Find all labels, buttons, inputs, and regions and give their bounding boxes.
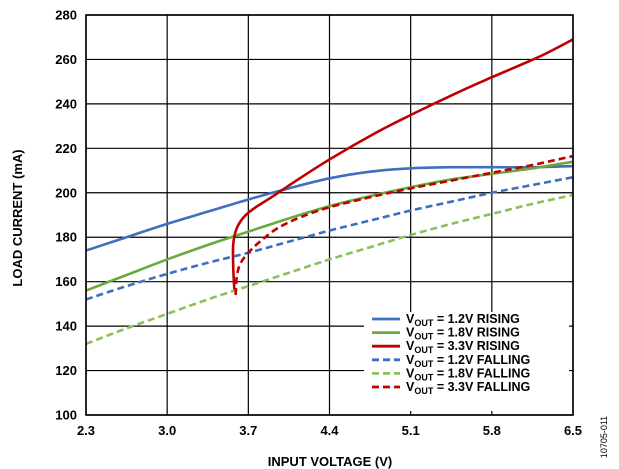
plot-frame bbox=[85, 14, 574, 416]
legend-label: VOUT = 1.8V FALLING bbox=[406, 366, 530, 382]
x-tick-label: 3.7 bbox=[239, 423, 257, 438]
x-tick-label: 4.4 bbox=[320, 423, 339, 438]
tick-labels: 2.3 3.0 3.7 4.4 5.1 5.8 6.5 100 120 140 160 180 200 2… bbox=[55, 8, 582, 439]
y-tick-label: 260 bbox=[55, 52, 77, 67]
x-tick-label: 5.8 bbox=[483, 423, 501, 438]
figure-id: 10705-011 bbox=[599, 416, 609, 458]
y-tick-label: 180 bbox=[55, 230, 77, 245]
series-layer bbox=[85, 38, 574, 346]
y-axis-title: LOAD CURRENT (mA) bbox=[10, 149, 25, 286]
x-tick-label: 2.3 bbox=[77, 423, 95, 438]
x-tick-label: 6.5 bbox=[564, 423, 582, 438]
y-tick-label: 100 bbox=[55, 408, 77, 423]
x-tick-label: 3.0 bbox=[158, 423, 176, 438]
series-line-4 bbox=[85, 193, 574, 346]
y-tick-label: 200 bbox=[55, 185, 77, 200]
y-tick-label: 240 bbox=[55, 96, 77, 111]
legend-label: VOUT = 1.2V FALLING bbox=[406, 353, 530, 369]
y-tick-label: 160 bbox=[55, 274, 77, 289]
series-line-3 bbox=[85, 175, 574, 301]
legend-box bbox=[364, 312, 569, 411]
legend-label: VOUT = 1.8V RISING bbox=[406, 326, 520, 342]
series-line-1 bbox=[85, 160, 574, 292]
y-tick-label: 140 bbox=[55, 319, 77, 334]
series-line-2 bbox=[231, 38, 574, 291]
series-line-0 bbox=[85, 164, 574, 252]
legend-label: VOUT = 3.3V RISING bbox=[406, 339, 520, 355]
x-tick-label: 5.1 bbox=[402, 423, 420, 438]
y-tick-label: 220 bbox=[55, 141, 77, 156]
x-axis-title: INPUT VOLTAGE (V) bbox=[268, 454, 392, 469]
legend-label: VOUT = 1.2V RISING bbox=[406, 312, 520, 328]
y-tick-label: 280 bbox=[55, 8, 77, 23]
y-tick-label: 120 bbox=[55, 363, 77, 378]
series-line-5 bbox=[234, 154, 574, 296]
legend-label: VOUT = 3.3V FALLING bbox=[406, 380, 530, 396]
